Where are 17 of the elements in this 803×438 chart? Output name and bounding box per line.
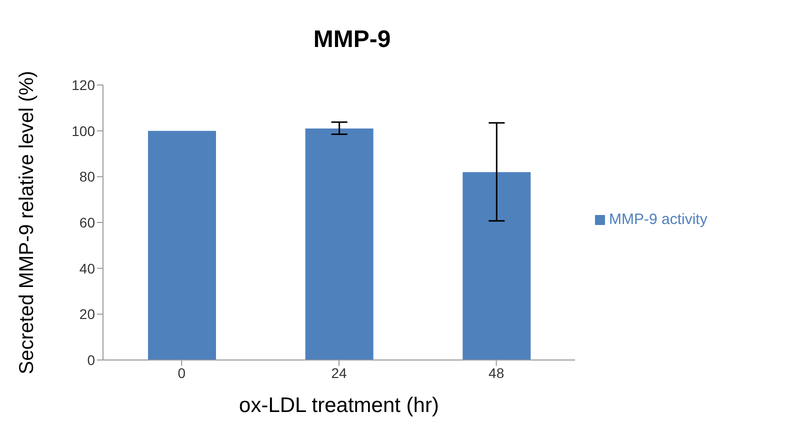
bar	[305, 128, 374, 360]
x-tick-label: 48	[488, 364, 504, 381]
x-tick-label: 0	[178, 364, 186, 381]
legend-label: MMP-9 activity	[609, 210, 708, 228]
y-tick-label: 80	[79, 168, 96, 185]
y-tick-label: 20	[79, 306, 96, 322]
x-axis-title: ox-LDL treatment (hr)	[239, 394, 439, 417]
y-tick-label: 0	[87, 352, 96, 368]
y-tick-label: 100	[72, 122, 96, 139]
chart-title: MMP-9	[312, 26, 392, 54]
y-tick-label: 120	[72, 76, 96, 93]
bar	[462, 172, 531, 360]
y-tick-label: 40	[79, 260, 96, 276]
x-tick-label: 24	[331, 364, 347, 381]
bar	[148, 130, 216, 360]
y-tick-label: 60	[79, 214, 96, 230]
y-axis-title: Secreted MMP-9 relative level (%)	[16, 70, 38, 374]
